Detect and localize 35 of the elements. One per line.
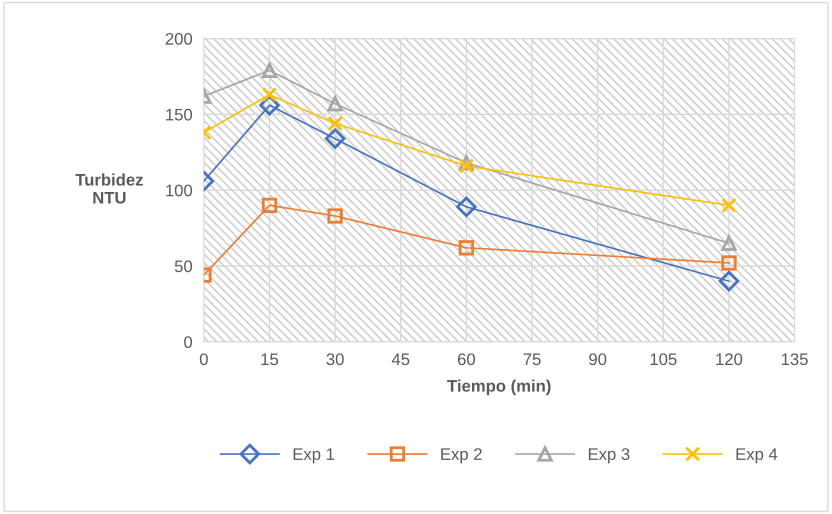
x-tick-label: 135: [782, 353, 808, 366]
y-tick-label: 200: [166, 32, 192, 45]
point: [458, 158, 474, 174]
point: [324, 128, 346, 149]
x-tick-label: 120: [716, 353, 742, 366]
x-tick-label: 15: [261, 354, 278, 366]
point: [721, 236, 737, 251]
x-axis-title: Tiempo (min): [447, 380, 551, 396]
point: [262, 87, 278, 102]
point: [721, 255, 737, 271]
y-tick-label: 50: [174, 260, 192, 272]
legend-label: Exp 1: [294, 448, 334, 464]
point: [327, 208, 343, 224]
y-tick-label: 100: [166, 184, 192, 196]
y-tick-label: 0: [184, 336, 192, 348]
x-tick-label: 30: [326, 353, 344, 366]
point: [458, 240, 474, 256]
x-tick-label: 90: [589, 353, 606, 366]
point: [327, 116, 343, 132]
point: [327, 96, 343, 112]
y-tick-label: 150: [166, 108, 192, 121]
point: [718, 270, 740, 292]
x-tick-label: 75: [524, 354, 541, 366]
x-tick-label: 0: [200, 353, 208, 366]
y-axis-title: Turbidez NTU: [75, 173, 143, 204]
point: [262, 198, 278, 213]
x-tick-label: 105: [650, 353, 676, 366]
legend-label: Exp 4: [736, 448, 778, 464]
legend-label: Exp 2: [441, 448, 482, 464]
x-tick-label: 45: [392, 354, 410, 366]
x-tick-label: 60: [458, 353, 475, 366]
legend-label: Exp 3: [588, 448, 630, 464]
point: [721, 198, 737, 213]
point: [262, 62, 278, 78]
point: [456, 196, 477, 218]
